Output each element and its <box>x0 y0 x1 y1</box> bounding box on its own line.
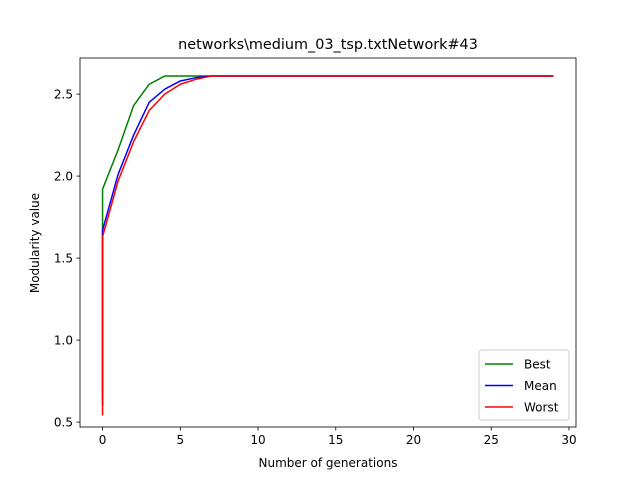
legend-label-worst: Worst <box>524 400 559 414</box>
y-tick-label: 2.5 <box>54 87 73 101</box>
x-tick-label: 10 <box>250 433 265 447</box>
y-tick-label: 0.5 <box>54 415 73 429</box>
chart-title: networks\medium_03_tsp.txtNetwork#43 <box>178 37 478 53</box>
x-tick-label: 15 <box>328 433 343 447</box>
x-tick-label: 30 <box>561 433 576 447</box>
series-line-worst <box>101 75 554 416</box>
x-tick-label: 25 <box>484 433 499 447</box>
legend-label-best: Best <box>524 357 551 371</box>
legend-box <box>478 349 570 421</box>
y-tick-label: 2.0 <box>54 169 73 183</box>
plot-area: 0 5 10 15 20 25 30 0.5 1.0 1.5 2.0 2.5 <box>54 57 577 447</box>
legend: Best Mean Worst <box>478 349 570 421</box>
legend-label-mean: Mean <box>524 379 557 393</box>
x-tick-label: 20 <box>406 433 421 447</box>
axes-frame <box>79 57 577 428</box>
y-tick-label: 1.0 <box>54 333 73 347</box>
y-axis-label: Modularity value <box>28 193 42 293</box>
x-tick-label: 5 <box>176 433 184 447</box>
y-tick-label: 1.5 <box>54 251 73 265</box>
x-tick-label: 0 <box>99 433 107 447</box>
x-axis-label: Number of generations <box>259 456 398 470</box>
